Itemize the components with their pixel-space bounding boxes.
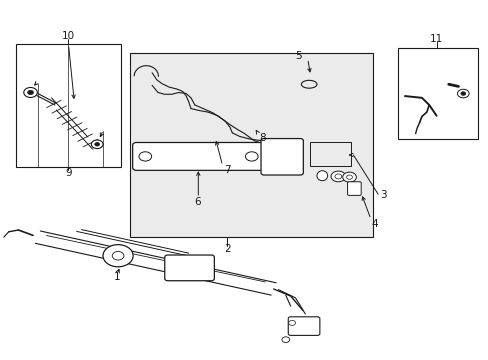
- Circle shape: [460, 92, 465, 95]
- FancyBboxPatch shape: [261, 139, 303, 175]
- Text: 10: 10: [62, 31, 75, 41]
- Text: 2: 2: [224, 244, 230, 253]
- Circle shape: [342, 172, 356, 182]
- Text: 8: 8: [259, 133, 265, 143]
- FancyBboxPatch shape: [132, 143, 264, 170]
- Circle shape: [330, 171, 345, 182]
- Circle shape: [112, 251, 123, 260]
- Text: 5: 5: [295, 51, 302, 61]
- Circle shape: [24, 87, 37, 98]
- Circle shape: [457, 89, 468, 98]
- Circle shape: [91, 140, 103, 149]
- Circle shape: [245, 152, 258, 161]
- FancyBboxPatch shape: [287, 317, 319, 336]
- Circle shape: [288, 320, 295, 325]
- Text: 11: 11: [429, 34, 442, 44]
- Text: 9: 9: [65, 168, 72, 178]
- Ellipse shape: [316, 171, 327, 181]
- Circle shape: [28, 90, 33, 95]
- Text: 6: 6: [194, 197, 201, 207]
- Bar: [16, 44, 120, 167]
- Text: 3: 3: [379, 190, 386, 200]
- Text: 7: 7: [224, 165, 230, 175]
- Bar: [309, 143, 351, 166]
- Bar: [130, 53, 372, 237]
- Circle shape: [334, 174, 341, 179]
- Bar: [397, 48, 477, 139]
- Circle shape: [95, 143, 100, 146]
- Circle shape: [346, 175, 352, 179]
- Ellipse shape: [103, 245, 133, 267]
- Text: 1: 1: [114, 272, 120, 282]
- FancyBboxPatch shape: [347, 182, 361, 195]
- FancyBboxPatch shape: [164, 255, 214, 281]
- Text: 4: 4: [371, 219, 378, 229]
- Circle shape: [282, 337, 289, 342]
- Circle shape: [139, 152, 151, 161]
